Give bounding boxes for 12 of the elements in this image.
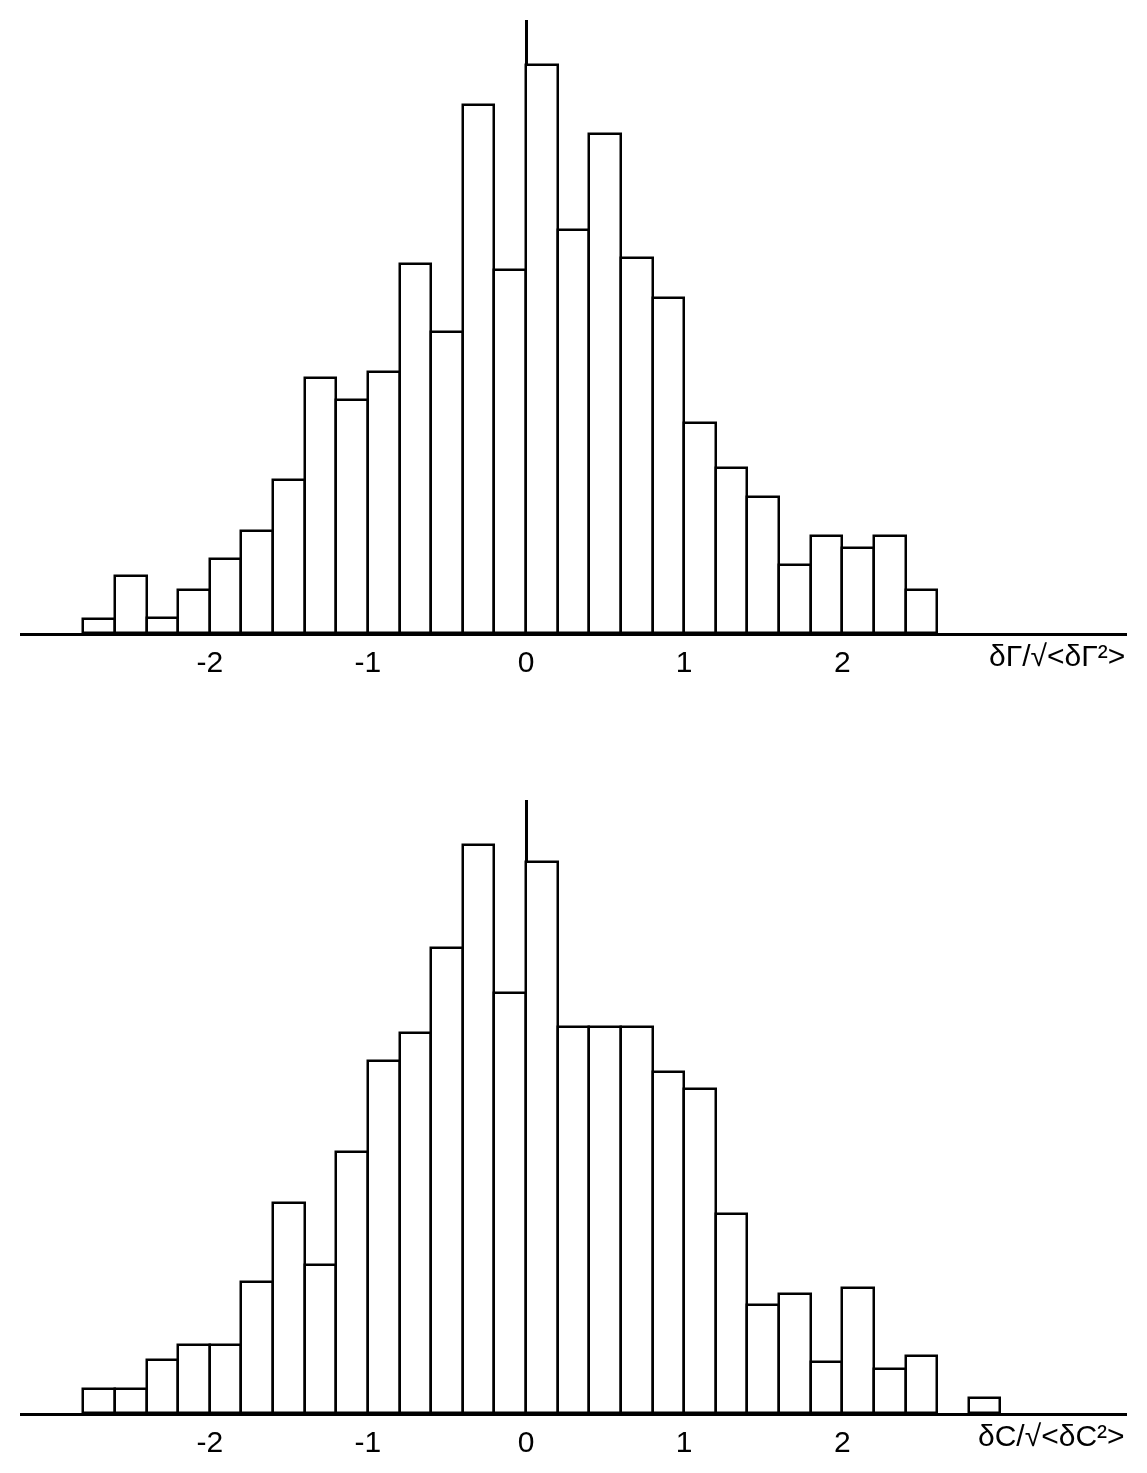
- x-tick-label: -2: [196, 644, 224, 678]
- x-axis-title: δC/√<δC²>: [978, 1419, 1125, 1452]
- x-tick-label: 0: [517, 1424, 535, 1458]
- x-tick-label: -2: [196, 1424, 224, 1458]
- x-tick-label: 1: [675, 1424, 693, 1458]
- x-tick-label: -1: [354, 644, 382, 678]
- x-axis-title: δΓ/√<δΓ²>: [989, 639, 1126, 672]
- x-tick-label: 1: [675, 644, 693, 678]
- x-tick-label: 2: [834, 644, 851, 678]
- x-tick-label: -1: [354, 1424, 382, 1458]
- x-tick-label: 2: [834, 1424, 851, 1458]
- x-tick-label: 0: [517, 644, 535, 678]
